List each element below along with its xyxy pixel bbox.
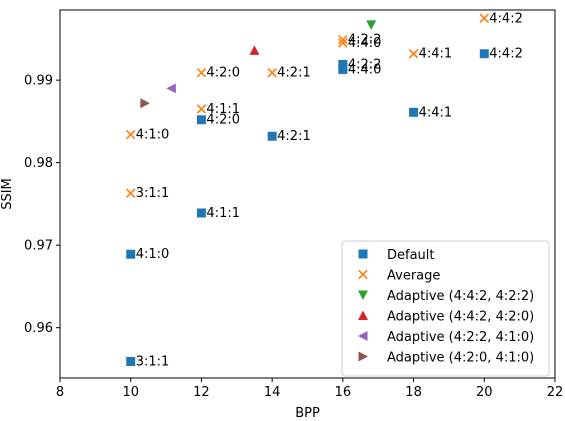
x-marker-stroke — [479, 13, 490, 24]
point-label: 4:2:2 — [348, 33, 382, 48]
x-tick-label: 8 — [56, 385, 64, 400]
legend-marker — [358, 351, 368, 362]
point-label: 4:1:1 — [206, 206, 240, 221]
x-marker-stroke — [358, 269, 368, 280]
point-label: 4:1:1 — [206, 102, 240, 117]
x-tick-label: 18 — [405, 385, 422, 400]
x-axis-label: BPP — [295, 406, 320, 421]
y-tick-label: 0.96 — [24, 321, 53, 336]
legend-marker — [358, 310, 368, 320]
y-tick-label: 0.98 — [24, 156, 53, 171]
data-point — [166, 83, 176, 94]
point-label: 4:4:2 — [489, 11, 523, 26]
point-label: 4:4:2 — [489, 47, 523, 62]
plot-frame — [59, 9, 556, 379]
data-point — [338, 59, 348, 69]
x-tick-label: 20 — [476, 385, 493, 400]
data-point — [196, 67, 207, 78]
point-label: 3:1:1 — [136, 354, 170, 369]
x-marker-stroke — [338, 34, 348, 45]
point-label: 4:4:0 — [348, 36, 382, 51]
x-marker-stroke — [125, 129, 136, 140]
x-marker-stroke — [267, 67, 277, 78]
legend-entry: Average — [387, 269, 440, 284]
data-point — [408, 48, 419, 59]
x-marker-stroke — [196, 104, 207, 114]
data-point — [125, 188, 136, 198]
data-points — [125, 13, 490, 366]
data-point — [249, 45, 260, 55]
point-label: 3:1:1 — [136, 186, 170, 201]
point-label: 4:2:2 — [348, 57, 382, 72]
data-point — [125, 129, 136, 140]
data-point — [338, 64, 348, 74]
x-tick-label: 16 — [335, 385, 352, 400]
point-label: 4:2:1 — [277, 129, 311, 144]
legend-box — [341, 240, 550, 377]
x-marker-stroke — [125, 188, 136, 198]
y-axis-label: SSIM — [0, 178, 15, 210]
data-point — [126, 249, 136, 259]
data-point — [409, 107, 419, 117]
data-point — [126, 356, 136, 366]
data-point — [196, 208, 206, 218]
legend-marker — [358, 249, 368, 259]
point-labels: 3:1:14:1:04:1:14:2:04:2:14:4:04:2:24:4:1… — [136, 11, 523, 369]
y-tick-label: 0.97 — [24, 239, 53, 254]
point-label: 4:4:1 — [419, 105, 453, 120]
point-label: 4:2:0 — [206, 113, 240, 128]
x-tick-label: 12 — [193, 385, 210, 400]
data-point — [267, 131, 277, 141]
point-label: 4:2:0 — [206, 66, 240, 81]
data-point — [196, 115, 206, 125]
data-point — [479, 49, 489, 59]
legend-entry: Adaptive (4:2:0, 4:1:0) — [387, 351, 534, 366]
x-tick-label: 22 — [547, 385, 564, 400]
legend-entry: Adaptive (4:4:2, 4:2:0) — [387, 310, 534, 325]
data-point — [140, 98, 150, 109]
x-marker-stroke — [196, 67, 207, 78]
legend: Default Average Adaptive (4:4:2, 4:2:2) Ada… — [341, 240, 550, 377]
data-point — [366, 20, 377, 30]
legend-marker — [358, 290, 368, 300]
x-tick-label: 14 — [264, 385, 281, 400]
legend-entry: Adaptive (4:2:2, 4:1:0) — [387, 330, 534, 345]
legend-entry: Adaptive (4:4:2, 4:2:2) — [387, 289, 534, 304]
point-label: 4:1:0 — [136, 128, 170, 143]
legend-marker — [358, 331, 368, 341]
point-label: 4:4:1 — [419, 47, 453, 62]
legend-entry: Default — [387, 248, 435, 263]
data-point — [338, 34, 348, 45]
y-tick-label: 0.99 — [24, 74, 53, 89]
x-tick-label: 10 — [122, 385, 139, 400]
data-point — [196, 104, 207, 114]
point-label: 4:4:0 — [348, 62, 382, 77]
point-label: 4:1:0 — [136, 247, 170, 262]
data-point — [479, 13, 490, 24]
axes: 8 10 12 14 16 18 20 22 0.96 0.97 0.98 0.99 — [24, 9, 564, 400]
x-marker-stroke — [338, 38, 348, 48]
legend-marker — [358, 269, 368, 280]
x-marker-stroke — [408, 48, 419, 59]
point-label: 4:2:1 — [277, 66, 311, 81]
data-point — [338, 38, 348, 48]
data-point — [267, 67, 277, 78]
